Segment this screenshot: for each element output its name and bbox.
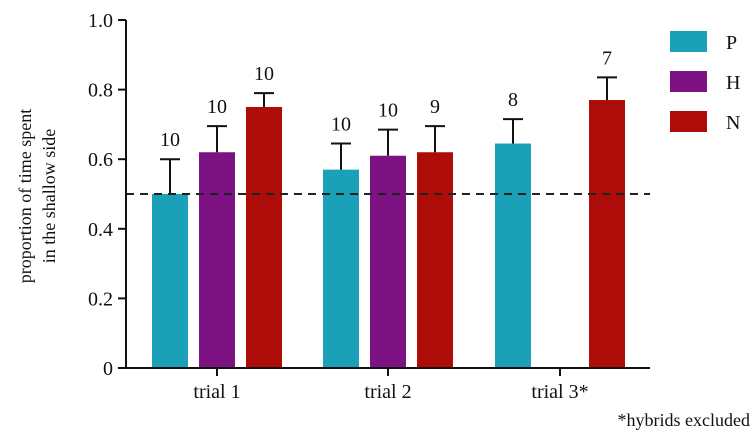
legend-swatch-p	[670, 31, 707, 52]
y-tick-label: 1.0	[88, 10, 113, 32]
legend-label-h: H	[726, 72, 740, 94]
sample-size-label: 9	[430, 96, 440, 118]
sample-size-label: 10	[331, 114, 351, 136]
sample-size-label: 10	[378, 100, 398, 122]
bar-p-1	[152, 194, 188, 368]
sample-size-label: 8	[508, 89, 518, 111]
y-axis-label-line2: in the shallow side	[39, 129, 59, 263]
y-tick-label: 0.8	[88, 80, 113, 102]
bar-n-2	[417, 152, 453, 368]
legend-label-p: P	[726, 32, 737, 54]
sample-size-label: 10	[207, 96, 227, 118]
sample-size-label: 7	[602, 47, 612, 69]
y-axis-label-line1: proportion of time spent	[15, 109, 35, 283]
legend-swatch-h	[670, 71, 707, 92]
bar-n-1	[246, 107, 282, 368]
bar-p-3	[495, 143, 531, 368]
x-tick-label: trial 2	[364, 381, 411, 403]
x-tick-label: trial 3*	[531, 381, 588, 403]
y-tick-label: 0.4	[88, 219, 113, 241]
legend-label-n: N	[726, 112, 740, 134]
y-tick-label: 0.6	[88, 149, 113, 171]
sample-size-label: 10	[160, 129, 180, 151]
bar-h-1	[199, 152, 235, 368]
y-tick-label: 0	[103, 358, 113, 380]
legend-swatch-n	[670, 111, 707, 132]
bar-h-2	[370, 155, 406, 368]
y-axis-label: proportion of time spent in the shallow …	[15, 109, 59, 283]
footnote: *hybrids excluded	[618, 410, 750, 430]
bar-p-2	[323, 169, 359, 368]
bar-n-3	[589, 100, 625, 368]
x-tick-label: trial 1	[193, 381, 240, 403]
y-tick-label: 0.2	[88, 288, 113, 310]
legend: PHN	[670, 31, 740, 134]
plot-area: 10 10 8 10 10 10 9 7 0 0.2 0.4 0.6 0.8 1.0 trial 1 tria…	[88, 10, 650, 403]
sample-size-label: 10	[254, 63, 274, 85]
